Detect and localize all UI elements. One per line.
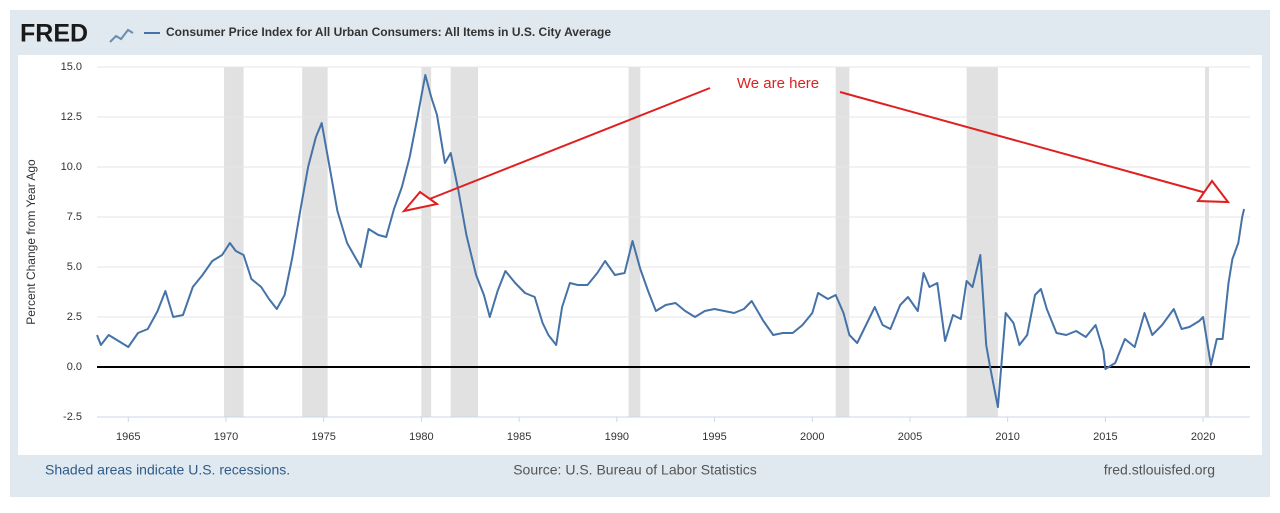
y-axis-label: Percent Change from Year Ago xyxy=(24,159,38,325)
recession-band xyxy=(1205,67,1209,417)
footer-source: Source: U.S. Bureau of Labor Statistics xyxy=(513,462,757,478)
annotation-arrows xyxy=(401,87,1231,213)
y-tick-label: 0.0 xyxy=(67,361,82,373)
recession-band xyxy=(628,67,641,417)
x-tick-label: 1980 xyxy=(409,431,433,443)
y-tick-label: 15.0 xyxy=(61,61,82,73)
x-tick-label: 2020 xyxy=(1191,431,1215,443)
recession-band xyxy=(421,67,432,417)
recession-band xyxy=(966,67,998,417)
y-tick-label: 5.0 xyxy=(67,261,82,273)
arrow-line xyxy=(839,91,1211,195)
y-tick-label: 10.0 xyxy=(61,161,82,173)
logo-icon xyxy=(109,28,134,43)
x-tick-label: 1970 xyxy=(214,431,238,443)
footer-note[interactable]: Shaded areas indicate U.S. recessions. xyxy=(45,462,290,478)
arrow-line xyxy=(421,87,711,203)
recession-band xyxy=(835,67,850,417)
arrow-head xyxy=(1196,179,1231,204)
x-tick-label: 1985 xyxy=(507,431,531,443)
logo: FRED xyxy=(20,20,88,48)
recession-band xyxy=(302,67,328,417)
recession-band xyxy=(450,67,479,417)
x-tick-label: 2010 xyxy=(995,431,1019,443)
series-line xyxy=(96,74,1246,408)
x-tick-label: 1965 xyxy=(116,431,140,443)
x-tick-label: 2015 xyxy=(1093,431,1117,443)
annotation: We are here xyxy=(737,75,819,92)
x-tick-label: 2000 xyxy=(800,431,824,443)
y-tick-label: 2.5 xyxy=(67,311,82,323)
recession-band xyxy=(224,67,244,417)
x-tick-label: 2005 xyxy=(898,431,922,443)
x-tick-label: 1990 xyxy=(605,431,629,443)
footer-url[interactable]: fred.stlouisfed.org xyxy=(1104,462,1215,478)
y-tick-label: 7.5 xyxy=(67,211,82,223)
y-tick-label: 12.5 xyxy=(61,111,82,123)
x-tick-label: 1975 xyxy=(311,431,335,443)
arrow-head xyxy=(401,190,440,213)
plot: 15.0 12.5 10.0 7.5 5.0 2.5 0.0 -2.5 1965 1970 1975… xyxy=(61,61,1250,443)
x-tick-label: 1995 xyxy=(702,431,726,443)
y-tick-label: -2.5 xyxy=(63,411,82,423)
legend-label: Consumer Price Index for All Urban Consu… xyxy=(166,25,611,39)
